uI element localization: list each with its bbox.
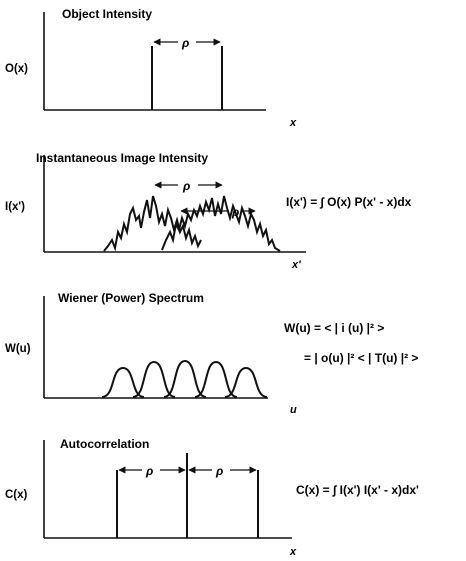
panel-instantaneous-image: Instantaneous Image Intensity I(x') x' ρ…: [5, 151, 412, 271]
x-axis-label: x: [289, 546, 297, 558]
fringe-hump-2: [132, 360, 176, 398]
wiener-equation-line2: = | o(u) |² < | T(u) |² >: [304, 351, 418, 365]
panel-wiener-spectrum: Wiener (Power) Spectrum W(u) u W(u) = < …: [5, 291, 418, 416]
separation-label-2: ρ: [231, 205, 239, 219]
autocorrelation-equation: C(x) = ∫ I(x') I(x' - x)dx': [296, 483, 419, 497]
fringe-hump-3: [163, 359, 207, 398]
fringe-hump-1: [101, 366, 145, 398]
fringe-hump-4: [194, 360, 238, 398]
panel-title: Object Intensity: [62, 7, 152, 21]
image-equation: I(x') = ∫ O(x) P(x' - x)dx: [286, 195, 412, 209]
panel-title: Instantaneous Image Intensity: [36, 151, 208, 165]
x-axis-label: u: [290, 404, 297, 416]
speckle-image-curve-1: [103, 195, 202, 252]
x-axis-label: x': [291, 259, 301, 271]
separation-label: ρ: [182, 179, 190, 193]
speckle-image-curve-2: [161, 195, 281, 252]
separation-label: ρ: [181, 36, 189, 50]
y-axis-label: I(x'): [5, 201, 25, 213]
y-axis-label: C(x): [5, 489, 28, 501]
y-axis-label: W(u): [5, 343, 31, 355]
panel-title: Autocorrelation: [60, 437, 149, 451]
x-axis-label: x: [289, 117, 297, 129]
panel-title: Wiener (Power) Spectrum: [58, 291, 204, 305]
y-axis-label: O(x): [5, 63, 28, 75]
wiener-equation-line1: W(u) = < | i (u) |² >: [284, 321, 384, 335]
panel-object-intensity: Object Intensity O(x) x ρ: [5, 7, 297, 129]
fringe-hump-5: [224, 366, 268, 398]
panel-autocorrelation: Autocorrelation C(x) x ρ ρ C(x) = ∫ I(x'…: [5, 437, 419, 558]
separation-label-left: ρ: [145, 464, 153, 478]
separation-label-right: ρ: [215, 464, 223, 478]
